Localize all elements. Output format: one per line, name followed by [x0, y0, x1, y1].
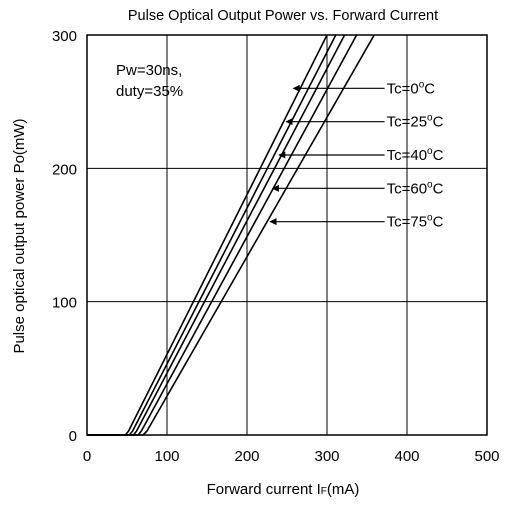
x-tick-label: 0 [83, 448, 91, 465]
series-label: Tc=40oC [387, 146, 444, 164]
y-axis-label: Pulse optical output power Po(mW) [11, 118, 28, 353]
plot-frame [86, 34, 488, 436]
y-tick-label: 100 [52, 295, 77, 312]
chart-title: Pulse Optical Output Power vs. Forward C… [128, 8, 438, 24]
series-label: Tc=60oC [387, 179, 444, 197]
x-tick-label: 100 [154, 448, 179, 465]
x-tick-label: 400 [394, 448, 419, 465]
x-tick-label: 300 [314, 448, 339, 465]
plot-area: 0 100 200 300 400 500 0 100 200 300 Pw=30ns, duty=3… [52, 28, 500, 465]
y-tick-label: 0 [69, 428, 77, 445]
annotation-text: Pw=30ns, [116, 62, 182, 79]
x-axis-label-subscript: F [321, 486, 327, 497]
x-axis-label-unit: (mA) [327, 481, 360, 498]
x-axis-label-main: Forward current I [207, 481, 321, 498]
series-label: Tc=75oC [387, 213, 444, 231]
series-label: Tc=25oC [387, 113, 444, 131]
x-axis-label: Forward current IF(mA) [207, 481, 360, 498]
x-tick-label: 500 [474, 448, 499, 465]
annotation-text: duty=35% [116, 83, 183, 100]
series-label: Tc=0oC [387, 79, 436, 97]
series-line [87, 34, 375, 436]
y-tick-label: 300 [52, 28, 77, 45]
y-tick-label: 200 [52, 161, 77, 178]
x-tick-label: 200 [234, 448, 259, 465]
